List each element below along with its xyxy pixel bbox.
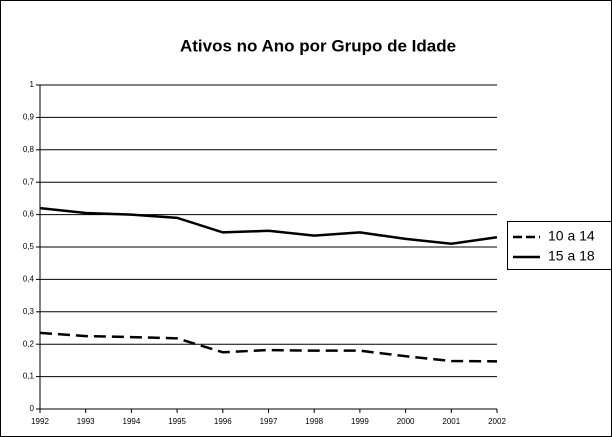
- y-tick-label: 0,1: [23, 372, 35, 381]
- x-tick-label: 1995: [168, 417, 186, 426]
- y-tick-label: 0,7: [23, 177, 35, 186]
- chart-title: Ativos no Ano por Grupo de Idade: [180, 36, 456, 55]
- x-tick-label: 1997: [260, 417, 278, 426]
- x-tick-label: 1999: [351, 417, 369, 426]
- y-tick-label: 0,6: [23, 210, 35, 219]
- x-tick-label: 2000: [397, 417, 415, 426]
- y-tick-label: 0: [30, 404, 35, 413]
- y-tick-label: 0,2: [23, 339, 35, 348]
- y-tick-label: 0,4: [23, 275, 35, 284]
- x-tick-label: 1996: [214, 417, 232, 426]
- x-tick-label: 2001: [442, 417, 460, 426]
- series-line: [39, 206, 498, 246]
- x-tick-label: 1998: [305, 417, 323, 426]
- x-tick-label: 1994: [123, 417, 141, 426]
- x-tick-label: 1993: [77, 417, 95, 426]
- series-line: [39, 331, 498, 363]
- y-tick-label: 1: [30, 80, 35, 89]
- x-tick-label: 1992: [31, 417, 49, 426]
- y-tick-label: 0,8: [23, 145, 35, 154]
- y-tick-label: 0,5: [23, 242, 35, 251]
- y-tick-label: 0,9: [23, 113, 35, 122]
- y-tick-label: 0,3: [23, 307, 35, 316]
- legend-label: 15 a 18: [548, 248, 595, 264]
- legend-label: 10 a 14: [548, 228, 595, 244]
- legend-box: [507, 221, 612, 270]
- x-tick-label: 2002: [488, 417, 506, 426]
